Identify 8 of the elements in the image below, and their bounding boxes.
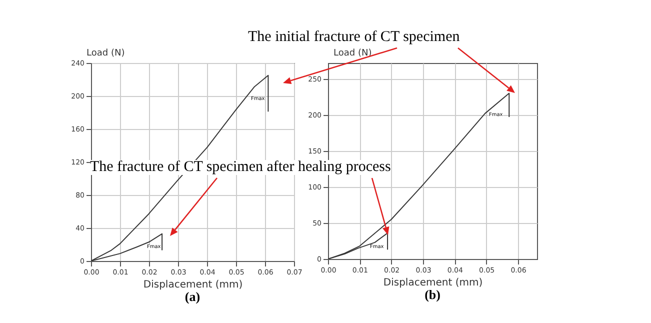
text: (b) [424,287,440,302]
text: (a) [184,289,200,304]
y-axis-title: Load (N) [334,48,372,58]
annotation: The fracture of CT specimen after healing process [90,159,391,175]
y-axis-title: Load (N) [86,48,125,58]
x-axis-title: Displacement (mm) [143,280,243,290]
text: The initial fracture of CT specimen [248,29,460,45]
x-axis-title: Displacement (mm) [383,278,483,288]
